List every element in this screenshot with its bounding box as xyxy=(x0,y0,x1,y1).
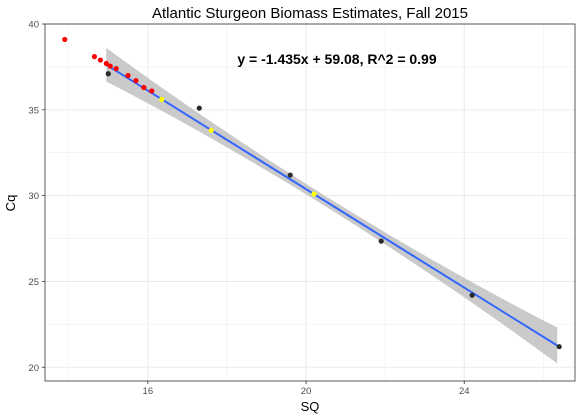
y-tick-label: 35 xyxy=(28,105,39,116)
x-tick-label: 24 xyxy=(459,386,470,397)
y-tick-label: 25 xyxy=(28,277,39,288)
data-point-black xyxy=(287,172,293,178)
data-point-yellow xyxy=(159,96,165,103)
regression-equation: y = -1.435x + 59.08, R^2 = 0.99 xyxy=(237,51,436,67)
x-axis: 16 20 24 xyxy=(143,381,470,397)
y-tick-label: 40 xyxy=(28,20,39,31)
data-point-black xyxy=(196,105,202,111)
x-axis-label: SQ xyxy=(301,399,320,414)
data-point-red xyxy=(113,66,119,72)
y-axis-label: Cq xyxy=(3,195,18,212)
chart-title: Atlantic Sturgeon Biomass Estimates, Fal… xyxy=(152,5,468,22)
regression-line-group xyxy=(105,63,558,347)
data-point-red xyxy=(97,57,103,63)
data-point-black xyxy=(378,238,384,244)
data-point-red xyxy=(125,72,131,79)
x-tick-label: 20 xyxy=(301,386,312,397)
x-tick-label: 16 xyxy=(143,386,154,397)
y-tick-label: 30 xyxy=(28,191,39,202)
data-point-red xyxy=(141,84,147,91)
data-point-black xyxy=(556,344,562,350)
data-point-red xyxy=(62,36,68,43)
y-tick-label: 20 xyxy=(28,363,39,374)
regression-line xyxy=(105,63,558,347)
data-point-red xyxy=(91,54,98,60)
data-point-yellow xyxy=(311,191,317,197)
data-point-black xyxy=(105,71,111,77)
data-point-red xyxy=(103,60,109,67)
y-axis: 20 25 30 35 40 xyxy=(28,20,45,374)
data-point-yellow xyxy=(208,127,214,134)
data-point-black xyxy=(469,292,475,298)
data-point-red xyxy=(149,88,155,94)
data-point-red xyxy=(133,78,139,84)
data-point-red xyxy=(107,63,113,69)
data-points xyxy=(62,36,562,350)
panel-border xyxy=(44,23,576,382)
